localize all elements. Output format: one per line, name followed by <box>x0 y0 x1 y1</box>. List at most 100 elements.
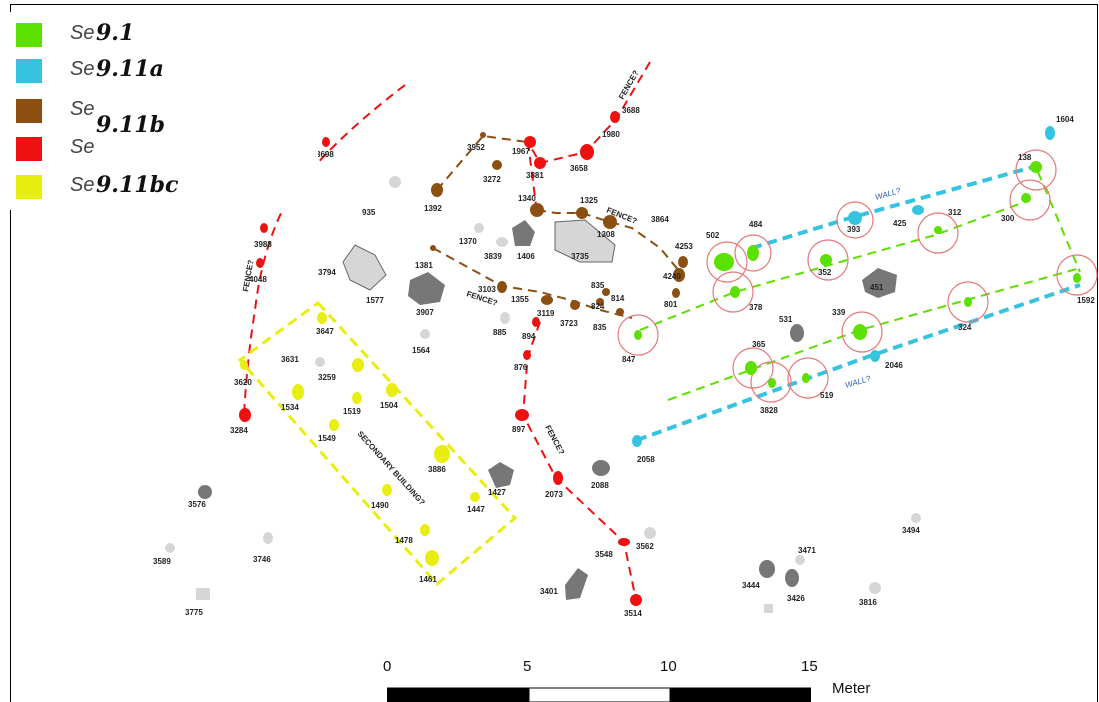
label-red-13: 2073 <box>545 490 563 499</box>
label-grey-8: 885 <box>493 328 507 337</box>
feature-3735 <box>554 219 616 263</box>
post-1490 <box>382 484 392 496</box>
label-green-15: 519 <box>820 391 834 400</box>
wall-note-south: WALL? <box>844 374 872 390</box>
scale-tick-5: 5 <box>523 658 531 675</box>
post-3119 <box>541 295 553 305</box>
label-green-9: 138 <box>1018 153 1032 162</box>
label-grey-7: 3907 <box>416 308 434 317</box>
post-3688 <box>610 111 620 123</box>
label-red-7: 3658 <box>570 164 588 173</box>
post-1604 <box>1045 126 1055 140</box>
feature-1564 <box>420 329 430 339</box>
circle-3828 <box>750 361 792 403</box>
label-grey-4: 3735 <box>571 252 589 261</box>
label-green-2: 484 <box>749 220 763 229</box>
feature-885 <box>500 312 510 324</box>
legend-hidden-text: Se <box>70 174 95 196</box>
feature-3471 <box>795 555 805 565</box>
green-line-2 <box>1037 171 1081 273</box>
post-1592 <box>1073 273 1081 283</box>
feature-3576 <box>198 485 212 499</box>
label-green-4: 352 <box>818 268 832 277</box>
feature-1427 <box>488 462 514 488</box>
label-yellow-2: 1534 <box>281 403 299 412</box>
label-brown-18: 835 <box>593 323 607 332</box>
label-brown-8: 4240 <box>663 272 681 281</box>
post-4253 <box>678 256 688 268</box>
brown-line-2 <box>536 209 681 273</box>
fence-note-north: FENCE? <box>617 69 641 101</box>
label-grey-25: 3494 <box>902 526 920 535</box>
label-red-3: 3284 <box>230 426 248 435</box>
circle-324 <box>947 281 989 323</box>
label-green-11: 339 <box>832 308 846 317</box>
post-1967 <box>524 136 536 148</box>
fence-line-north-2 <box>527 141 537 206</box>
circle-352 <box>807 239 849 281</box>
label-brown-6: 3864 <box>651 215 669 224</box>
post-814 <box>616 308 624 316</box>
label-grey-6: 1577 <box>366 296 384 305</box>
post-897 <box>515 409 529 421</box>
feature-3426 <box>785 569 799 587</box>
post-824 <box>596 298 604 306</box>
green-line-3 <box>667 267 1081 401</box>
feature-3746 <box>263 532 273 544</box>
post-312 <box>934 226 942 234</box>
post-3647 <box>317 312 327 324</box>
post-1325 <box>576 207 588 219</box>
circle-365 <box>732 347 774 389</box>
legend-hidden-text: Se <box>70 136 95 158</box>
post-3284 <box>239 408 251 422</box>
post-3658 <box>580 144 594 160</box>
circle-847 <box>617 314 659 356</box>
legend-label: 9.11bc <box>96 172 183 198</box>
post-894 <box>532 317 540 327</box>
label-grey-21: 3471 <box>798 546 816 555</box>
feature-3775 <box>196 588 210 600</box>
label-yellow-0: 3647 <box>316 327 334 336</box>
legend-hidden-text: Se <box>70 22 95 44</box>
post-3698 <box>322 137 330 147</box>
label-brown-12: 1355 <box>511 295 529 304</box>
label-red-10: 894 <box>522 332 536 341</box>
label-grey-2: 3839 <box>484 252 502 261</box>
post-324 <box>964 297 972 307</box>
feature-1577 <box>342 244 387 291</box>
feature-3562 <box>644 527 656 539</box>
post-835a <box>602 288 610 296</box>
label-grey-24: 3816 <box>859 598 877 607</box>
feature-3401 <box>565 568 588 600</box>
label-brown-1: 3272 <box>483 175 501 184</box>
label-brown-7: 4253 <box>675 242 693 251</box>
feature-3589 <box>165 543 175 553</box>
label-yellow-10: 1461 <box>419 575 437 584</box>
feature-2088 <box>592 460 610 476</box>
post-378 <box>730 286 740 298</box>
label-brown-14: 3723 <box>560 319 578 328</box>
post-1461 <box>425 550 439 566</box>
post-502 <box>714 253 734 271</box>
label-red-5: 3688 <box>622 106 640 115</box>
post-3514 <box>630 594 642 606</box>
label-cyan-1: 2058 <box>637 455 655 464</box>
post-3723 <box>570 300 580 310</box>
label-grey-14: 3775 <box>185 608 203 617</box>
label-brown-15: 835 <box>591 281 605 290</box>
post-3886 <box>434 445 450 463</box>
label-brown-4: 1325 <box>580 196 598 205</box>
secondary-building-outline <box>237 300 518 587</box>
label-red-1: 3988 <box>254 240 272 249</box>
scale-tick-15: 15 <box>801 658 818 675</box>
wall-line-north <box>751 163 1041 250</box>
circle-484 <box>734 234 772 272</box>
post-4240 <box>673 268 685 282</box>
legend-label: 9.11a <box>96 56 168 82</box>
feature-1370 <box>474 223 484 233</box>
post-3272 <box>492 160 502 170</box>
label-brown-13: 3119 <box>537 309 555 318</box>
label-red-0: 3698 <box>316 150 334 159</box>
secondary-building-note: SECONDARY BUILDING? <box>356 429 427 507</box>
circle-393 <box>836 201 874 239</box>
